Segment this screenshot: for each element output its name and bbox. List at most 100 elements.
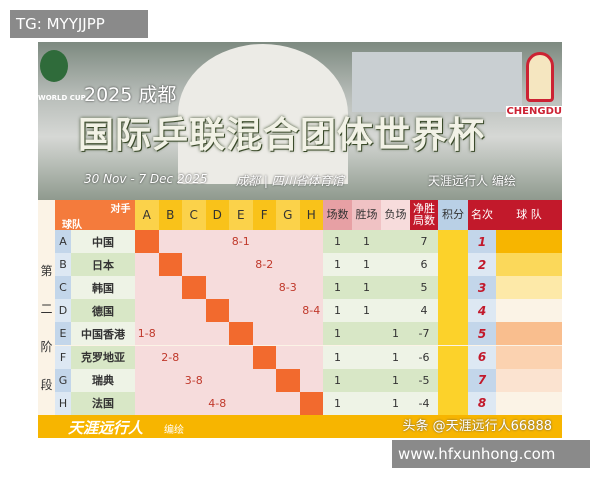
team-name: 韩国	[71, 276, 135, 300]
diagonal-cell	[135, 230, 159, 254]
diagonal-cell	[299, 391, 323, 415]
lost-cell	[381, 299, 410, 323]
team-letter: B	[55, 253, 71, 277]
points-cell	[438, 230, 468, 254]
stage-char: 二	[40, 301, 53, 316]
score-cell: 4-8	[205, 391, 229, 415]
team-letter: G	[55, 368, 71, 392]
stage-char: 阶	[40, 339, 53, 354]
standings-table: 对手 球队第二阶段 A B C D E F G H 场数 胜场 负场 净胜局数 积分 名次球 队 A 中国 8-1 1…	[38, 200, 562, 438]
team-name: 中国	[71, 230, 135, 254]
score-cell	[158, 322, 182, 346]
won-cell: 1	[352, 299, 381, 323]
won-cell	[352, 391, 381, 415]
score-cell	[158, 299, 182, 323]
score-cell	[299, 276, 323, 300]
played-cell: 1	[323, 276, 352, 300]
score-cell	[135, 276, 159, 300]
score-cell	[252, 230, 276, 254]
score-cell	[182, 230, 206, 254]
team-slot	[496, 345, 562, 369]
won-cell	[352, 322, 381, 346]
played-cell: 1	[323, 368, 352, 392]
score-cell	[229, 345, 253, 369]
lost-cell: 1	[381, 368, 410, 392]
opponent-header-D: D	[205, 200, 229, 230]
rank-cell: 6	[468, 345, 496, 369]
team-letter: E	[55, 322, 71, 346]
score-cell	[299, 322, 323, 346]
score-cell	[299, 230, 323, 254]
won-cell	[352, 345, 381, 369]
score-cell	[158, 276, 182, 300]
stat-header: 积分	[438, 200, 468, 230]
played-cell: 1	[323, 345, 352, 369]
banner-author: 天涯远行人 编绘	[428, 174, 516, 188]
score-cell	[276, 299, 300, 323]
played-cell: 1	[323, 322, 352, 346]
score-cell	[158, 391, 182, 415]
year-city: 2025 成都	[84, 84, 177, 106]
team-name: 日本	[71, 253, 135, 277]
score-cell: 1-8	[135, 322, 159, 346]
diagonal-cell	[158, 253, 182, 277]
score-cell: 8-4	[299, 299, 323, 323]
score-cell	[229, 368, 253, 392]
opponent-header-G: G	[276, 200, 300, 230]
score-cell	[182, 345, 206, 369]
points-cell	[438, 391, 468, 415]
team-slot	[496, 276, 562, 300]
score-cell	[205, 368, 229, 392]
net-cell: 5	[410, 276, 438, 300]
points-cell	[438, 299, 468, 323]
team-name: 克罗地亚	[71, 345, 135, 369]
team-letter: D	[55, 299, 71, 323]
lost-cell	[381, 276, 410, 300]
score-cell	[252, 276, 276, 300]
net-cell: -4	[410, 391, 438, 415]
points-cell	[438, 276, 468, 300]
team-slot	[496, 368, 562, 392]
team-slot	[496, 299, 562, 323]
stat-header: 球 队	[496, 200, 562, 230]
stat-header: 名次	[468, 200, 496, 230]
score-cell: 8-2	[252, 253, 276, 277]
score-cell	[276, 322, 300, 346]
lost-cell	[381, 253, 410, 277]
diagonal-cell	[276, 368, 300, 392]
net-cell: 4	[410, 299, 438, 323]
team-name: 瑞典	[71, 368, 135, 392]
rank-cell: 8	[468, 391, 496, 415]
score-cell	[135, 345, 159, 369]
points-cell	[438, 345, 468, 369]
stadium-dome-image	[178, 44, 348, 184]
diagonal-cell	[182, 276, 206, 300]
points-cell	[438, 368, 468, 392]
team-name: 中国香港	[71, 322, 135, 346]
score-cell	[205, 276, 229, 300]
rank-cell: 1	[468, 230, 496, 254]
score-cell	[229, 299, 253, 323]
score-cell	[135, 299, 159, 323]
diagonal-cell	[229, 322, 253, 346]
opponent-header-H: H	[299, 200, 323, 230]
score-cell	[158, 368, 182, 392]
rank-cell: 7	[468, 368, 496, 392]
played-cell: 1	[323, 391, 352, 415]
stat-header: 负场	[381, 200, 410, 230]
team-letter: C	[55, 276, 71, 300]
footer-bar: 天涯远行人 编绘 头条 @天涯远行人66888	[38, 415, 562, 438]
team-slot	[496, 391, 562, 415]
opponent-header-B: B	[158, 200, 182, 230]
score-cell	[205, 253, 229, 277]
net-cell: -6	[410, 345, 438, 369]
score-cell	[276, 253, 300, 277]
footer-drawn: 编绘	[164, 425, 184, 436]
world-cup-logo-icon	[40, 50, 68, 82]
won-cell	[352, 368, 381, 392]
corner-header	[55, 200, 135, 230]
played-cell: 1	[323, 299, 352, 323]
score-cell	[135, 368, 159, 392]
building-image	[352, 52, 522, 112]
team-name: 法国	[71, 391, 135, 415]
